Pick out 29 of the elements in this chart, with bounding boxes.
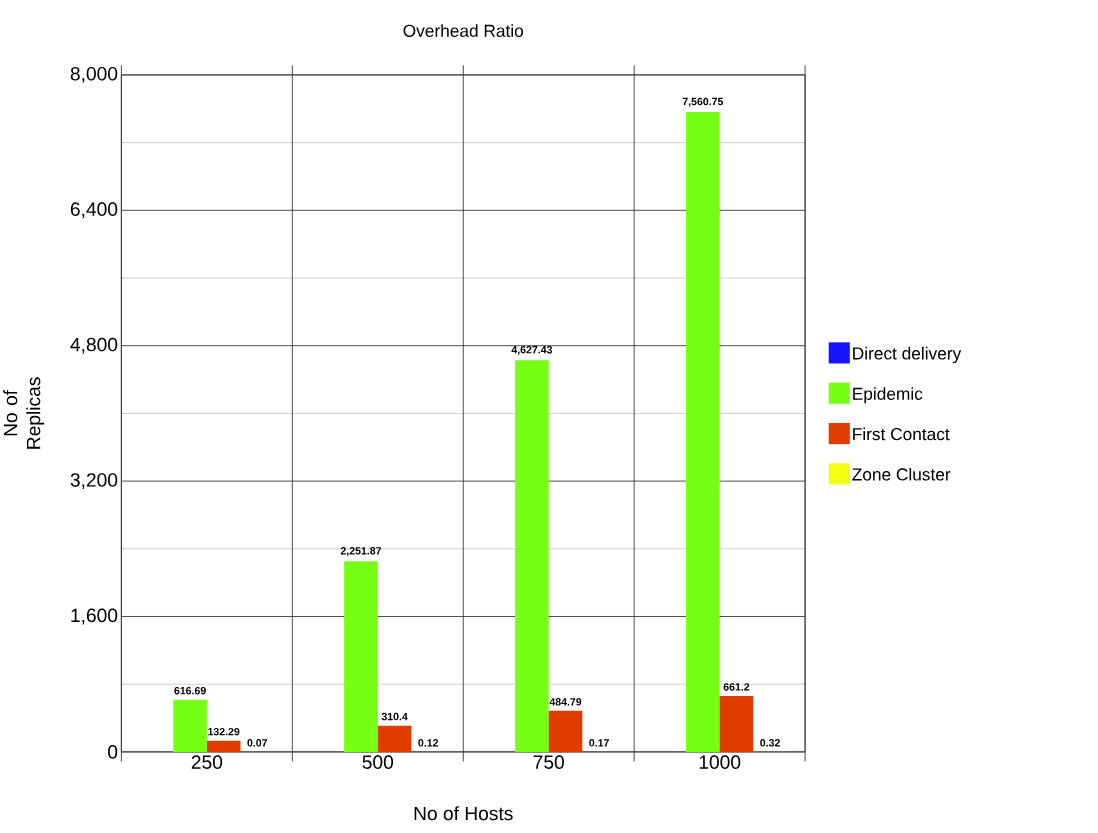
y-tick-label: 8,000 bbox=[70, 67, 118, 84]
x-tick-label: 500 bbox=[362, 755, 394, 770]
legend-label: Direct delivery bbox=[853, 347, 962, 364]
x-tick-label: 1000 bbox=[699, 755, 741, 770]
data-label: 0.12 bbox=[418, 739, 439, 747]
data-label: 661.2 bbox=[723, 683, 750, 691]
data-label: 0.32 bbox=[760, 739, 780, 747]
chart-title: Overhead Ratio bbox=[403, 24, 524, 38]
data-label: 132.29 bbox=[208, 728, 240, 736]
data-label: 310.4 bbox=[381, 713, 408, 721]
y-axis-title: No of Replicas bbox=[3, 377, 45, 449]
data-label: 2,251.87 bbox=[340, 547, 382, 557]
y-tick-label: 0 bbox=[108, 745, 118, 759]
legend-label: Zone Cluster bbox=[852, 468, 951, 481]
legend-label: First Contact bbox=[853, 427, 950, 441]
y-tick-label: 4,800 bbox=[70, 337, 118, 354]
data-label: 484.79 bbox=[549, 698, 582, 706]
data-label: 0.17 bbox=[589, 739, 609, 747]
x-axis-title: No of Hosts bbox=[414, 806, 513, 821]
data-label: 0.07 bbox=[247, 739, 268, 747]
data-label: 7,560.75 bbox=[682, 97, 724, 107]
y-tick-label: 6,400 bbox=[70, 202, 118, 219]
x-tick-label: 750 bbox=[533, 755, 564, 770]
x-tick-label: 250 bbox=[191, 755, 223, 770]
data-label: 616.69 bbox=[174, 687, 206, 695]
y-tick-label: 1,600 bbox=[71, 608, 118, 625]
y-tick-label: 3,200 bbox=[70, 473, 118, 490]
data-label: 4,627.43 bbox=[511, 346, 553, 356]
legend-label: Epidemic bbox=[853, 387, 923, 404]
